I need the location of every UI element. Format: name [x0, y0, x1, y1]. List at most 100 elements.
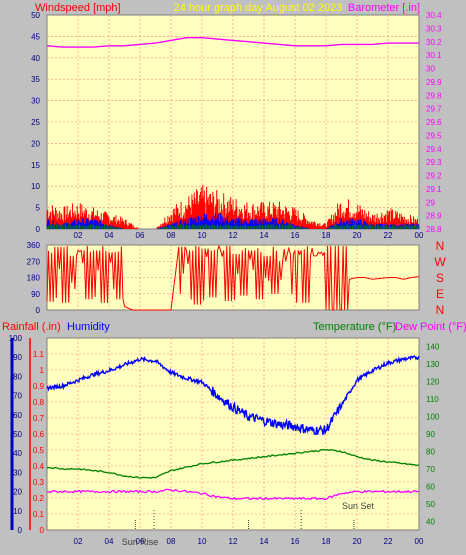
- baro-tick-label: 29.8: [426, 91, 442, 100]
- x-tick-label: 04: [105, 231, 114, 240]
- rain-tick-label: 0.8: [33, 398, 45, 407]
- x-tick-label: 06: [136, 231, 145, 240]
- barometer-line: [46, 37, 419, 48]
- x-tick-label: 12: [229, 537, 238, 546]
- x-tick-label: 10: [198, 537, 207, 546]
- humidity-tick-label: 30: [13, 468, 22, 477]
- rain-tick-label: 0.1: [33, 510, 45, 519]
- temp-tick-label: 40: [426, 517, 435, 526]
- axis-labels: 0510152025303540455028.828.92929.129.229…: [9, 11, 442, 546]
- humidity-tick-label: 70: [13, 392, 22, 401]
- rain-tick-label: 0: [40, 526, 45, 535]
- dir-label-s: S: [436, 271, 444, 285]
- baro-tick-label: 29.4: [426, 145, 442, 154]
- humidity-label: Humidity: [67, 321, 110, 333]
- x-tick-label: 18: [322, 537, 331, 546]
- temp-tick-label: 130: [426, 360, 440, 369]
- dir-label-n2: N: [436, 303, 445, 317]
- temp-tick-label: 100: [426, 413, 440, 422]
- x-tick-label: 10: [198, 231, 207, 240]
- dir-label-w: W: [434, 255, 446, 269]
- windspeed-label: Windspeed [mph]: [35, 2, 121, 14]
- dir-label-e: E: [436, 287, 444, 301]
- x-tick-label: 18: [322, 231, 331, 240]
- x-tick-label: 00: [415, 231, 424, 240]
- barometer-label: Barometer [.in]: [348, 2, 420, 14]
- wind-tick-label: 5: [36, 204, 41, 213]
- x-tick-label: 14: [260, 537, 269, 546]
- temp-tick-label: 140: [426, 343, 440, 352]
- x-tick-label: 20: [353, 537, 362, 546]
- x-tick-label: 02: [74, 231, 83, 240]
- baro-tick-label: 29.3: [426, 158, 442, 167]
- wind-tick-label: 40: [31, 54, 40, 63]
- x-tick-label: 16: [291, 231, 300, 240]
- baro-tick-label: 29.2: [426, 172, 442, 181]
- wind-tick-label: 25: [31, 118, 40, 127]
- wind-tick-label: 0: [36, 225, 41, 234]
- temp-tick-label: 70: [426, 465, 435, 474]
- rain-tick-label: 1: [40, 366, 45, 375]
- dewpoint-line: [46, 488, 420, 501]
- humidity-line: [46, 355, 420, 436]
- rain-tick-label: 0.4: [33, 462, 45, 471]
- plot-series: [46, 37, 420, 501]
- direction-line: [46, 244, 420, 311]
- baro-tick-label: 29.5: [426, 131, 442, 140]
- baro-tick-label: 29.6: [426, 118, 442, 127]
- baro-tick-label: 30.2: [426, 38, 442, 47]
- wind-tick-label: 20: [31, 139, 40, 148]
- x-tick-label: 00: [415, 537, 424, 546]
- humidity-tick-label: 10: [13, 507, 22, 516]
- temp-tick-label: 60: [426, 482, 435, 491]
- rain-tick-label: 0.9: [33, 382, 45, 391]
- humidity-tick-label: 100: [9, 334, 23, 343]
- wind-tick-label: 50: [31, 11, 40, 20]
- baro-tick-label: 29.1: [426, 185, 442, 194]
- x-tick-label: 12: [229, 231, 238, 240]
- sunrise-label: Sun Rise: [122, 537, 159, 547]
- humidity-tick-label: 50: [13, 430, 22, 439]
- rain-tick-label: 0.3: [33, 478, 45, 487]
- dir-tick-label: 0: [36, 306, 41, 315]
- humidity-tick-label: 0: [18, 526, 23, 535]
- humidity-tick-label: 80: [13, 372, 22, 381]
- baro-tick-label: 29: [426, 198, 435, 207]
- temp-tick-label: 90: [426, 430, 435, 439]
- baro-tick-label: 30: [426, 65, 435, 74]
- wind-tick-label: 35: [31, 75, 40, 84]
- baro-tick-label: 28.8: [426, 225, 442, 234]
- rain-tick-label: 0.2: [33, 494, 45, 503]
- rain-tick-label: 0.7: [33, 414, 45, 423]
- baro-tick-label: 29.7: [426, 105, 442, 114]
- wind-tick-label: 45: [31, 32, 40, 41]
- x-tick-label: 04: [105, 537, 114, 546]
- x-tick-label: 22: [384, 537, 393, 546]
- baro-tick-label: 30.3: [426, 24, 442, 33]
- temperature-line: [46, 448, 420, 479]
- humidity-tick-label: 60: [13, 411, 22, 420]
- baro-tick-label: 28.9: [426, 212, 442, 221]
- temp-tick-label: 50: [426, 500, 435, 509]
- temperature-label: Temperature (°F): [313, 321, 396, 333]
- baro-tick-label: 30.4: [426, 11, 442, 20]
- sunset-label: Sun Set: [342, 501, 375, 511]
- rain-tick-label: 0.6: [33, 430, 45, 439]
- humidity-tick-label: 20: [13, 488, 22, 497]
- wind-tick-label: 10: [31, 182, 40, 191]
- x-tick-label: 08: [167, 537, 176, 546]
- wind-tick-label: 15: [31, 161, 40, 170]
- x-tick-label: 20: [353, 231, 362, 240]
- temp-tick-label: 110: [426, 395, 439, 404]
- x-tick-label: 22: [384, 231, 393, 240]
- temp-tick-label: 120: [426, 378, 440, 387]
- x-tick-label: 16: [291, 537, 300, 546]
- baro-tick-label: 29.9: [426, 78, 442, 87]
- rain-tick-label: 0.5: [33, 446, 45, 455]
- x-tick-label: 02: [74, 537, 83, 546]
- wind-tick-label: 30: [31, 97, 40, 106]
- x-tick-label: 06: [136, 537, 145, 546]
- x-tick-label: 08: [167, 231, 176, 240]
